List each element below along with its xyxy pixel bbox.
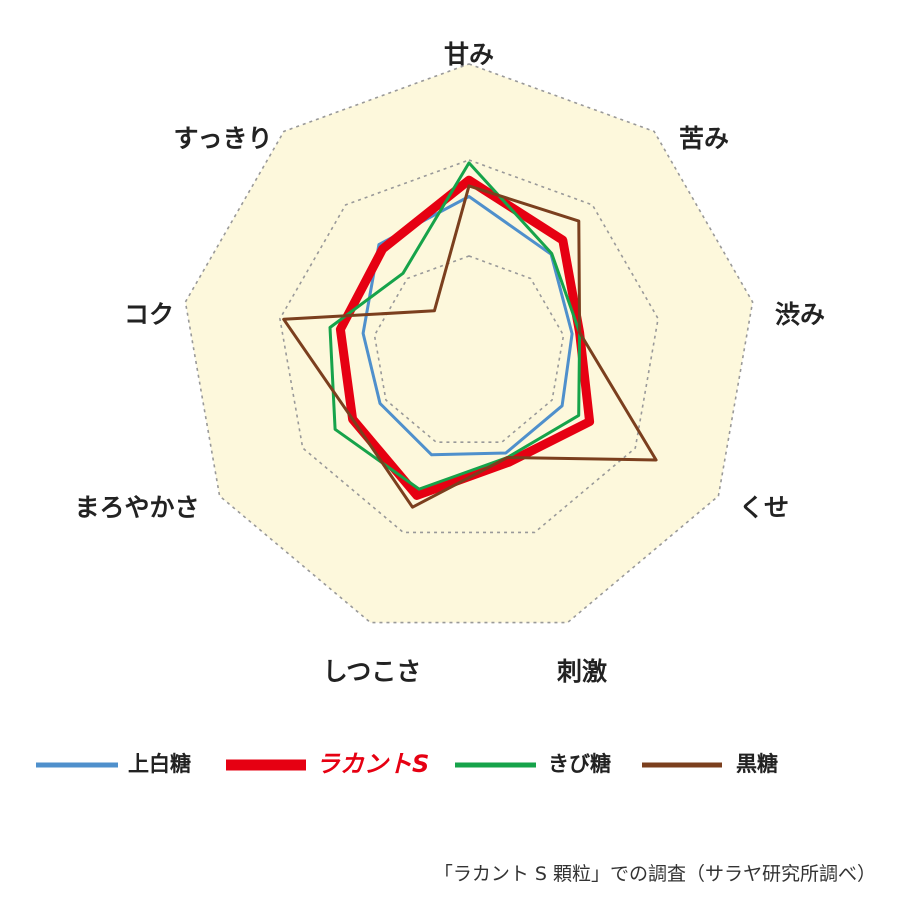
legend-label-0: 上白糖 (128, 752, 191, 776)
axis-label-7: コク (124, 300, 174, 329)
axis-label-5: しつこさ (323, 657, 422, 686)
legend-label-2: きび糖 (548, 752, 611, 776)
legend: 上白糖 ラカントS きび糖 黒糖 (36, 750, 778, 778)
series-line-2 (328, 161, 582, 491)
legend-label-3: 黒糖 (736, 752, 778, 776)
radar-background (185, 64, 753, 623)
axis-label-8: すっきり (173, 124, 272, 153)
series-line-0 (361, 195, 574, 457)
axis-label-2: 渋み (775, 300, 825, 329)
grid-ring-2 (279, 159, 659, 534)
legend-label-1: ラカントS (316, 750, 429, 778)
axis-label-4: 刺激 (557, 657, 607, 686)
axis-label-3: くせ (739, 493, 789, 522)
radar-series (282, 161, 658, 509)
grid-ring-1 (373, 255, 565, 444)
axis-label-6: まろやかさ (74, 493, 199, 522)
source-note: 「ラカント S 顆粒」での調査（サラヤ研究所調べ） (434, 863, 876, 885)
axis-label-0: 甘み (444, 40, 494, 69)
series-line-3 (282, 184, 658, 509)
radar-grid (184, 63, 754, 624)
series-line-1 (335, 175, 595, 500)
axis-label-1: 苦み (679, 124, 729, 153)
grid-ring-3 (184, 63, 754, 624)
